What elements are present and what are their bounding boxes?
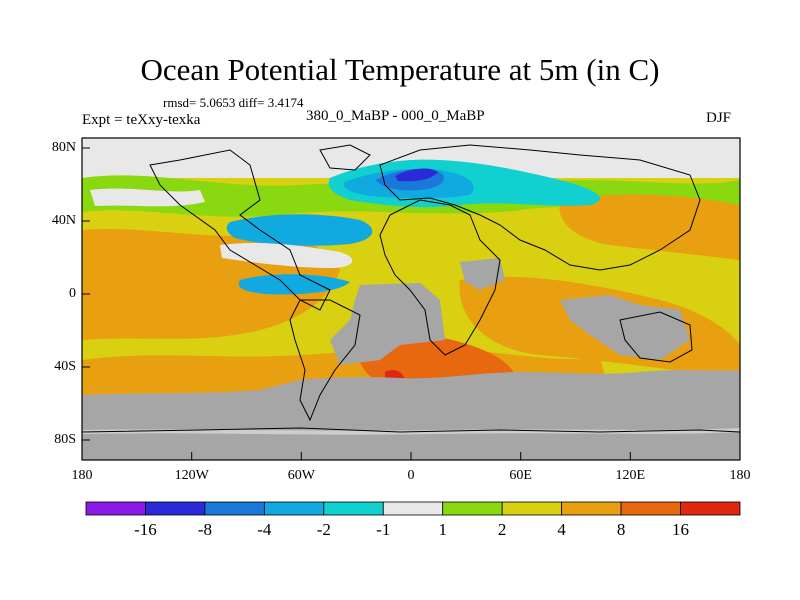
colorbar-swatch-0 [85, 501, 146, 516]
axis-ticks [81, 147, 741, 460]
colorbar-label-5: 1 [438, 520, 447, 539]
map-title: Ocean Potential Temperature at 5m (in C) [140, 52, 660, 87]
colorbar-label-8: 8 [616, 520, 626, 539]
rmsd-diff-stats: rmsd= 5.0653 diff= 3.4174 [163, 95, 304, 110]
land-mask-antarctic [82, 370, 740, 460]
lon-label-120w: 120W [174, 468, 209, 483]
field-tropical-cool [238, 274, 350, 295]
period-subtitle: 380_0_MaBP - 000_0_MaBP [306, 108, 485, 124]
colorbar-label-6: 2 [497, 520, 507, 539]
colorbar-swatch-5 [382, 501, 444, 516]
coastline-south-america [289, 299, 361, 422]
lat-label-40s: 40S [54, 359, 76, 374]
lon-label-180e: 180 [729, 468, 751, 483]
lon-label-60e: 60E [509, 468, 532, 483]
land-mask-indian [560, 295, 690, 360]
colorbar-label-3: -2 [316, 520, 331, 539]
colorbar-swatch-9 [620, 501, 681, 516]
experiment-label: Expt = teXxy-texka [82, 112, 201, 128]
colorbar-swatch-10 [680, 501, 741, 516]
colorbar-swatch-3 [263, 501, 325, 516]
land-mask-africa-north [460, 258, 505, 290]
colorbar-label-2: -4 [257, 520, 272, 539]
colorbar-swatch-7 [501, 501, 563, 516]
colorbar-label-1: -8 [197, 520, 212, 539]
lon-label-0: 0 [407, 468, 415, 483]
land-mask-atlantic [330, 283, 445, 365]
lon-label-120e: 120E [615, 468, 646, 483]
colorbar-label-9: 16 [672, 520, 690, 539]
coastline-north-america [149, 149, 331, 311]
season-label: DJF [706, 110, 732, 126]
map-field [82, 138, 740, 460]
field-north-cool-darkblue [395, 168, 438, 182]
lat-label-80n: 80N [51, 140, 76, 155]
colorbar-label-7: 4 [557, 520, 566, 539]
lat-label-40n: 40N [51, 213, 76, 228]
lat-label-80s: 80S [54, 432, 76, 447]
lon-label-60w: 60W [287, 468, 315, 483]
lon-label-180w: 180 [71, 468, 93, 483]
coastline-australia [619, 311, 693, 363]
field-midlat-cool [226, 214, 373, 246]
colorbar [85, 501, 741, 516]
colorbar-swatch-4 [323, 501, 384, 516]
coastline-greenland [319, 144, 371, 171]
colorbar-swatch-2 [204, 501, 265, 516]
coastlines [82, 144, 740, 433]
colorbar-label-0: -16 [134, 520, 157, 539]
colorbar-swatch-1 [145, 501, 206, 516]
field-nw-pacific-orange [559, 194, 740, 260]
coastline-africa [379, 199, 501, 356]
field-neutral-band [220, 242, 353, 268]
colorbar-label-4: -1 [376, 520, 391, 539]
coastline-eurasia [379, 144, 701, 271]
lat-label-0: 0 [69, 286, 76, 301]
colorbar-swatch-6 [442, 501, 503, 516]
colorbar-swatch-8 [561, 501, 622, 516]
coastline-antarctica [82, 427, 740, 433]
